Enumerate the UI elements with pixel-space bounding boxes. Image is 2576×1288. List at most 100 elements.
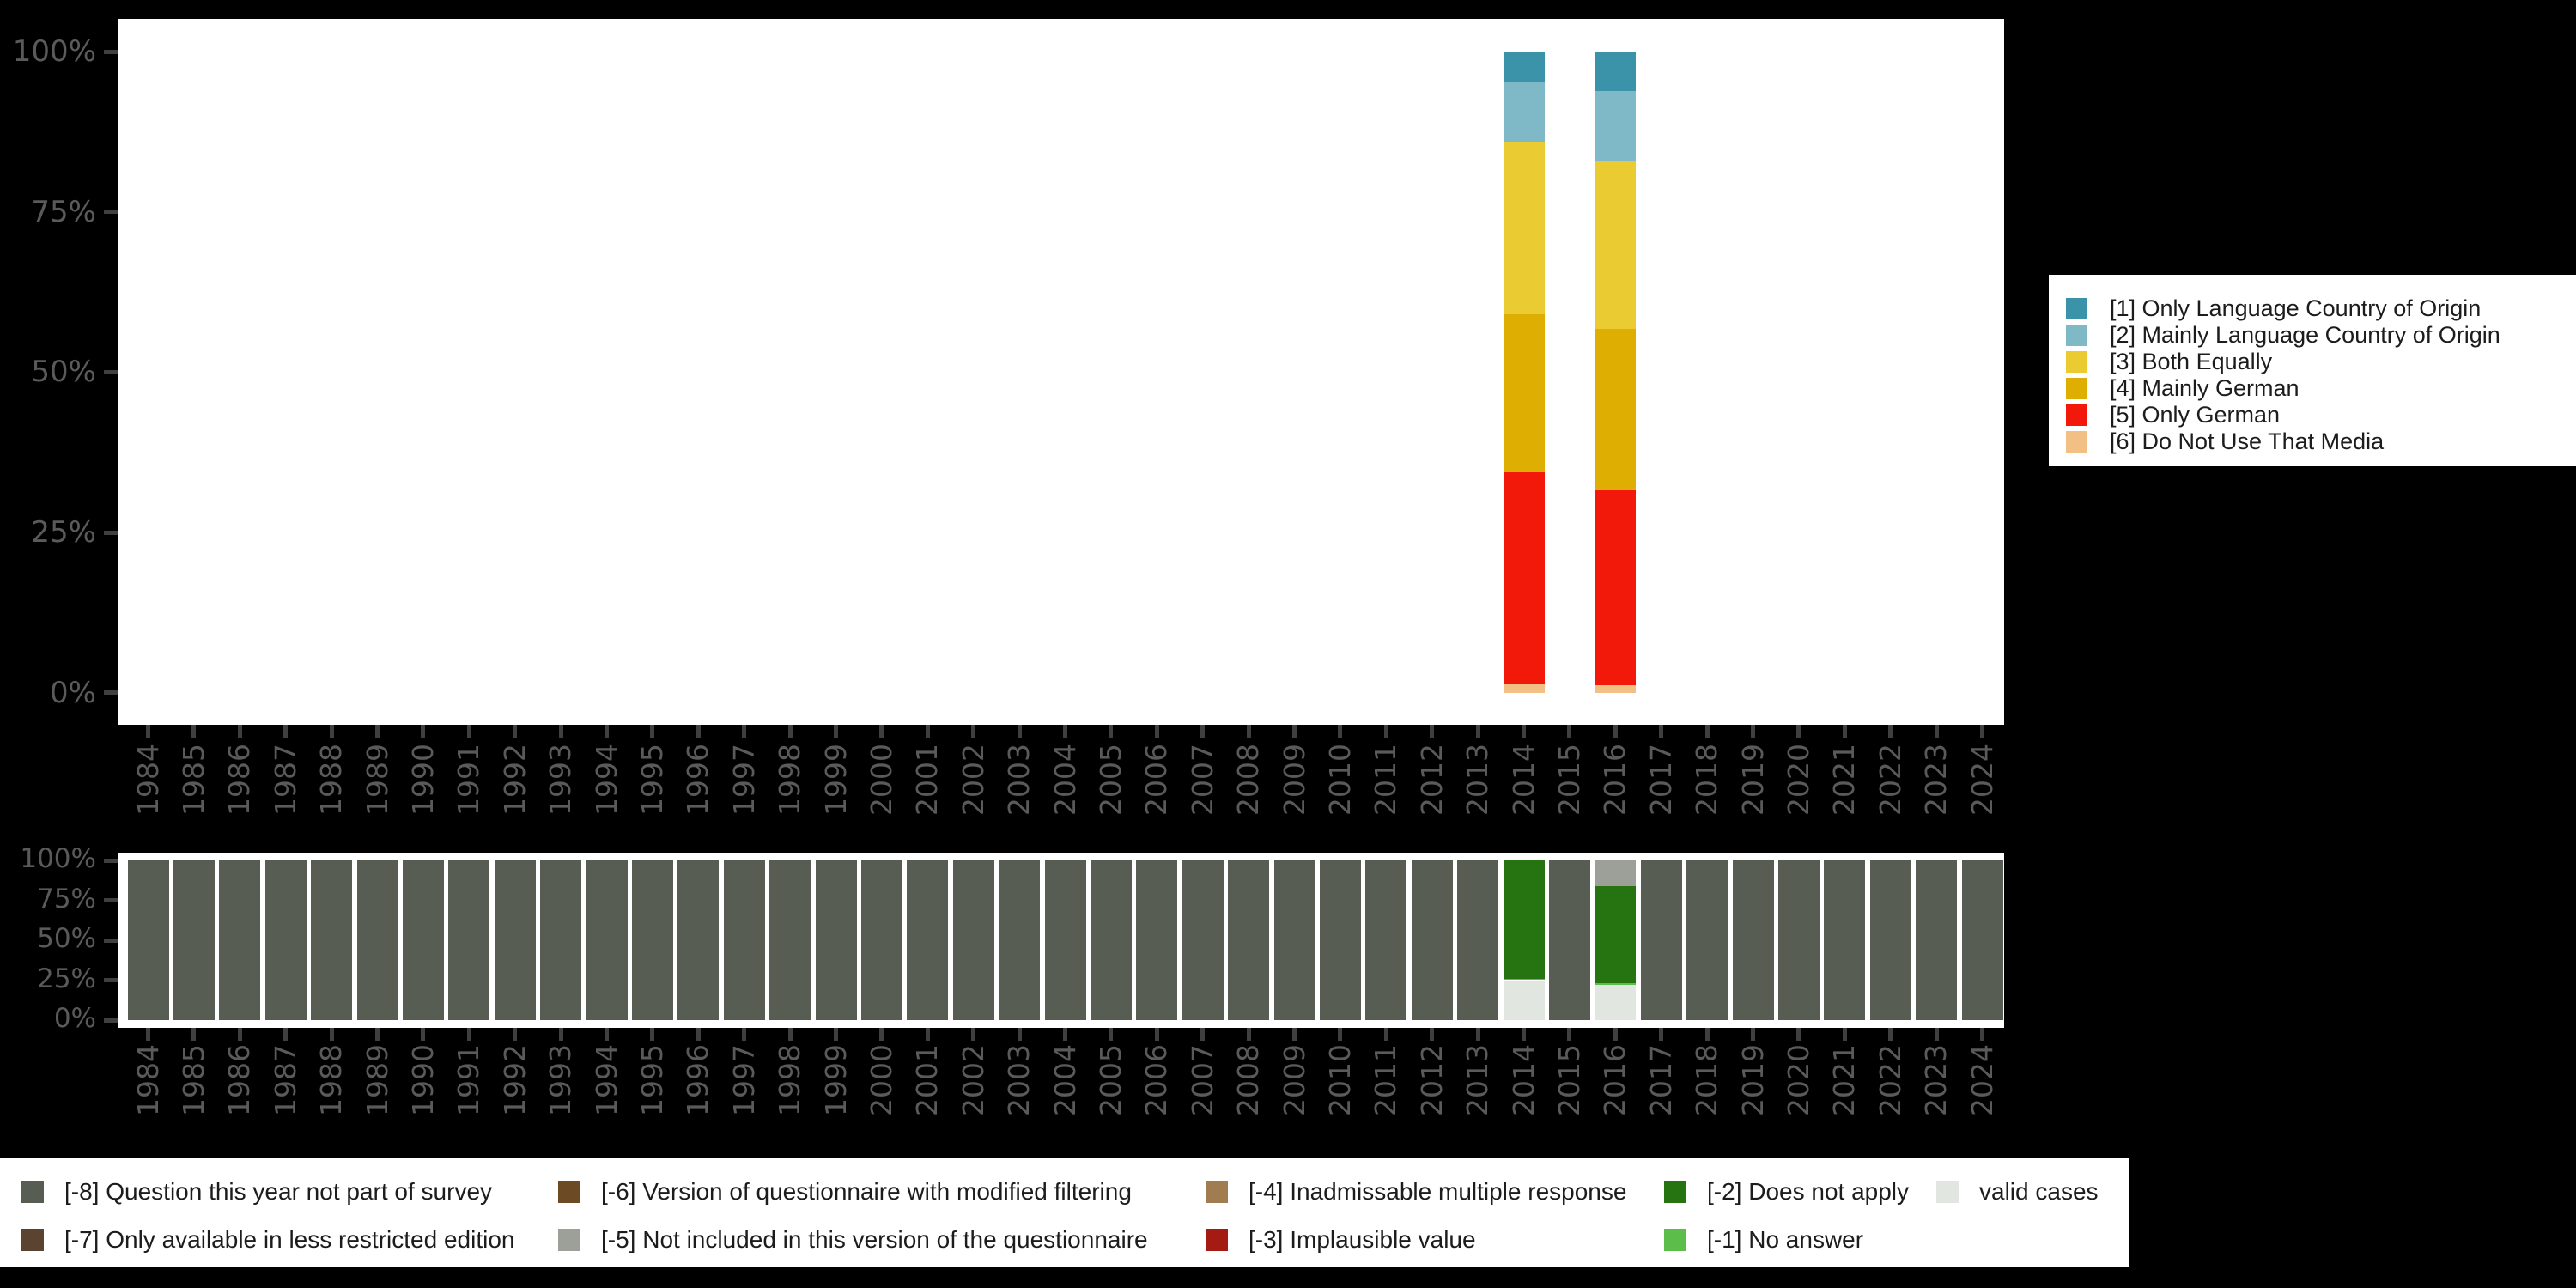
legend-item: [-6] Version of questionnaire with modif… — [558, 1178, 1148, 1205]
x-axis-tick — [1934, 725, 1939, 738]
x-axis-tick — [1888, 1028, 1893, 1041]
x-axis-tick — [742, 725, 747, 738]
x-axis-tick — [1659, 1028, 1664, 1041]
x-axis-tick — [1292, 725, 1297, 738]
x-axis-tick — [1659, 725, 1664, 738]
x-axis-year-label: 1990 — [405, 1044, 440, 1116]
x-axis-tick — [466, 725, 471, 738]
x-axis-tick — [1980, 725, 1984, 738]
x-axis-year-label: 2012 — [1414, 744, 1449, 816]
x-axis-year-label: 2022 — [1873, 1044, 1907, 1116]
x-axis-year-label: 2008 — [1231, 744, 1266, 816]
x-axis-year-label: 1993 — [544, 1044, 578, 1116]
x-axis-tick — [834, 1028, 838, 1041]
legend-item-label: [-6] Version of questionnaire with modif… — [601, 1178, 1132, 1205]
x-axis-tick — [650, 1028, 655, 1041]
x-axis-year-label: 1999 — [818, 1044, 853, 1116]
bar-segment — [723, 860, 765, 1020]
x-axis-tick — [1338, 1028, 1343, 1041]
x-axis-tick — [787, 1028, 793, 1041]
y-axis-tick-label: 50% — [31, 355, 96, 390]
x-axis-year-label: 2009 — [1277, 1044, 1311, 1116]
bar-segment — [1595, 489, 1637, 686]
bar-segment — [1503, 471, 1545, 684]
chart-panel — [118, 19, 2004, 725]
bar-segment — [1273, 860, 1315, 1020]
x-axis-tick — [1980, 1028, 1984, 1041]
y-axis-tick — [104, 978, 118, 982]
bar-segment — [402, 860, 444, 1020]
x-axis-year-label: 1987 — [268, 744, 302, 816]
legend-color-swatch — [558, 1229, 580, 1251]
legend-color-swatch — [21, 1181, 44, 1203]
x-axis-year-label: 2011 — [1369, 1044, 1403, 1116]
x-axis-tick — [1888, 725, 1893, 738]
legend-column: [-6] Version of questionnaire with modif… — [558, 1178, 1148, 1253]
x-axis-tick — [1109, 1028, 1114, 1041]
legend-item-label: [-5] Not included in this version of the… — [601, 1226, 1148, 1253]
x-axis-tick — [1246, 725, 1251, 738]
bar-segment — [999, 860, 1041, 1020]
legend-item-label: [4] Mainly German — [2110, 375, 2300, 401]
x-axis-year-label: 1989 — [360, 744, 394, 816]
x-axis-year-label: 1997 — [726, 744, 761, 816]
bar-segment — [173, 860, 215, 1020]
x-axis-tick — [1063, 725, 1067, 738]
x-axis-tick — [1613, 725, 1618, 738]
x-axis-year-label: 1999 — [818, 744, 853, 816]
y-axis-tick-label: 25% — [37, 963, 96, 994]
y-axis-tick — [104, 369, 118, 374]
legend-color-swatch — [1206, 1181, 1228, 1203]
x-axis-tick — [1246, 1028, 1251, 1041]
x-axis-tick — [1063, 1028, 1067, 1041]
x-axis-tick — [696, 725, 701, 738]
legend-column: [-4] Inadmissable multiple response [-3] … — [1206, 1178, 1626, 1253]
bar-segment — [586, 860, 628, 1020]
x-axis-tick — [787, 725, 793, 738]
x-axis-tick — [513, 1028, 518, 1041]
x-axis-tick — [1338, 725, 1343, 738]
y-axis-tick — [104, 530, 118, 535]
legend-item: [1] Only Language Country of Origin — [2066, 295, 2576, 322]
bar-segment — [1640, 860, 1682, 1020]
x-axis-tick — [1796, 1028, 1801, 1041]
bar-segment — [1777, 860, 1820, 1020]
x-axis-year-label: 2020 — [1781, 744, 1815, 816]
y-axis-tick — [104, 938, 118, 943]
legend-item: [-1] No answer — [1664, 1226, 1909, 1253]
bar-segment — [907, 860, 949, 1020]
x-axis-year-label: 2016 — [1598, 1044, 1632, 1116]
x-axis-year-label: 2016 — [1598, 744, 1632, 816]
y-axis-tick-label: 50% — [37, 923, 96, 954]
x-axis-tick — [1522, 725, 1526, 738]
x-axis-tick — [237, 725, 242, 738]
bar-segment — [631, 860, 673, 1020]
legend-item: [-2] Does not apply — [1664, 1178, 1909, 1205]
y-axis-tick — [104, 858, 118, 863]
legend-item: [-7] Only available in less restricted e… — [21, 1226, 514, 1253]
x-axis-tick — [466, 1028, 471, 1041]
bar-segment — [219, 860, 261, 1020]
bar-segment — [1824, 860, 1866, 1020]
x-axis-tick — [1842, 725, 1847, 738]
bar-segment — [356, 860, 398, 1020]
x-axis-year-label: 2001 — [910, 1044, 945, 1116]
bar-segment — [1869, 860, 1911, 1020]
bar-segment — [1457, 860, 1499, 1020]
x-axis-tick — [1475, 1028, 1480, 1041]
legend-color-swatch — [2066, 431, 2087, 453]
x-axis-year-label: 2003 — [1002, 1044, 1036, 1116]
x-axis-year-label: 2003 — [1002, 744, 1036, 816]
bar-segment — [952, 860, 994, 1020]
x-axis-year-label: 2013 — [1461, 1044, 1495, 1116]
x-axis-year-label: 2021 — [1827, 744, 1862, 816]
legend-item: [3] Both Equally — [2066, 349, 2576, 375]
legend-item: [-3] Implausible value — [1206, 1226, 1626, 1253]
x-axis-year-label: 2024 — [1965, 1044, 1999, 1116]
legend-item-label: [1] Only Language Country of Origin — [2110, 295, 2482, 321]
bar-segment — [1595, 885, 1637, 984]
x-axis-tick — [1842, 1028, 1847, 1041]
x-axis-year-label: 1984 — [131, 1044, 165, 1116]
x-axis-year-label: 1992 — [497, 744, 532, 816]
x-axis-year-label: 1986 — [222, 744, 257, 816]
